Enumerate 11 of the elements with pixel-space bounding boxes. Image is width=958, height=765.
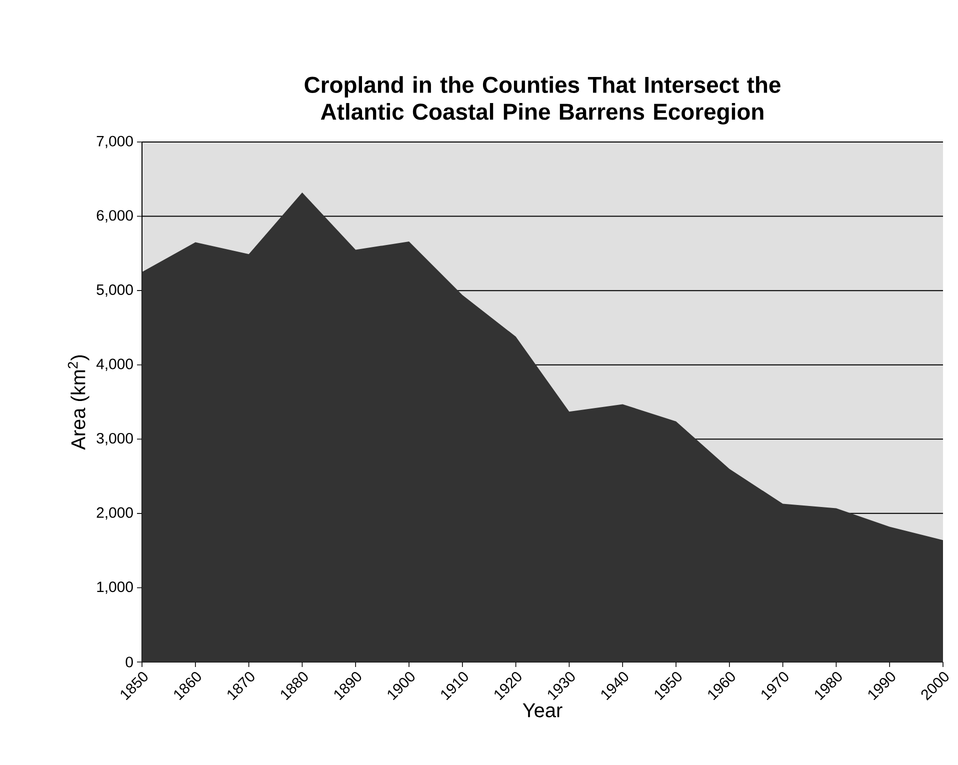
x-axis-title: Year (522, 703, 562, 718)
chart-title: Cropland in the Counties That Intersect the Atlantic Coastal Pine Barrens Ecoregion (304, 76, 780, 125)
y-tick-label: 7,000 (96, 136, 133, 148)
y-tick-label: 6,000 (96, 210, 133, 222)
y-tick-label: 1,000 (97, 582, 133, 594)
y-axis-title: Area (km$^{2}$) (68, 355, 90, 450)
y-tick-label: 0 (126, 656, 133, 668)
y-tick-label: 4,000 (96, 358, 133, 372)
y-tick-label: 5,000 (96, 284, 133, 297)
y-tick-label: 2,000 (96, 507, 133, 520)
y-tick-label: 3,000 (96, 432, 133, 446)
